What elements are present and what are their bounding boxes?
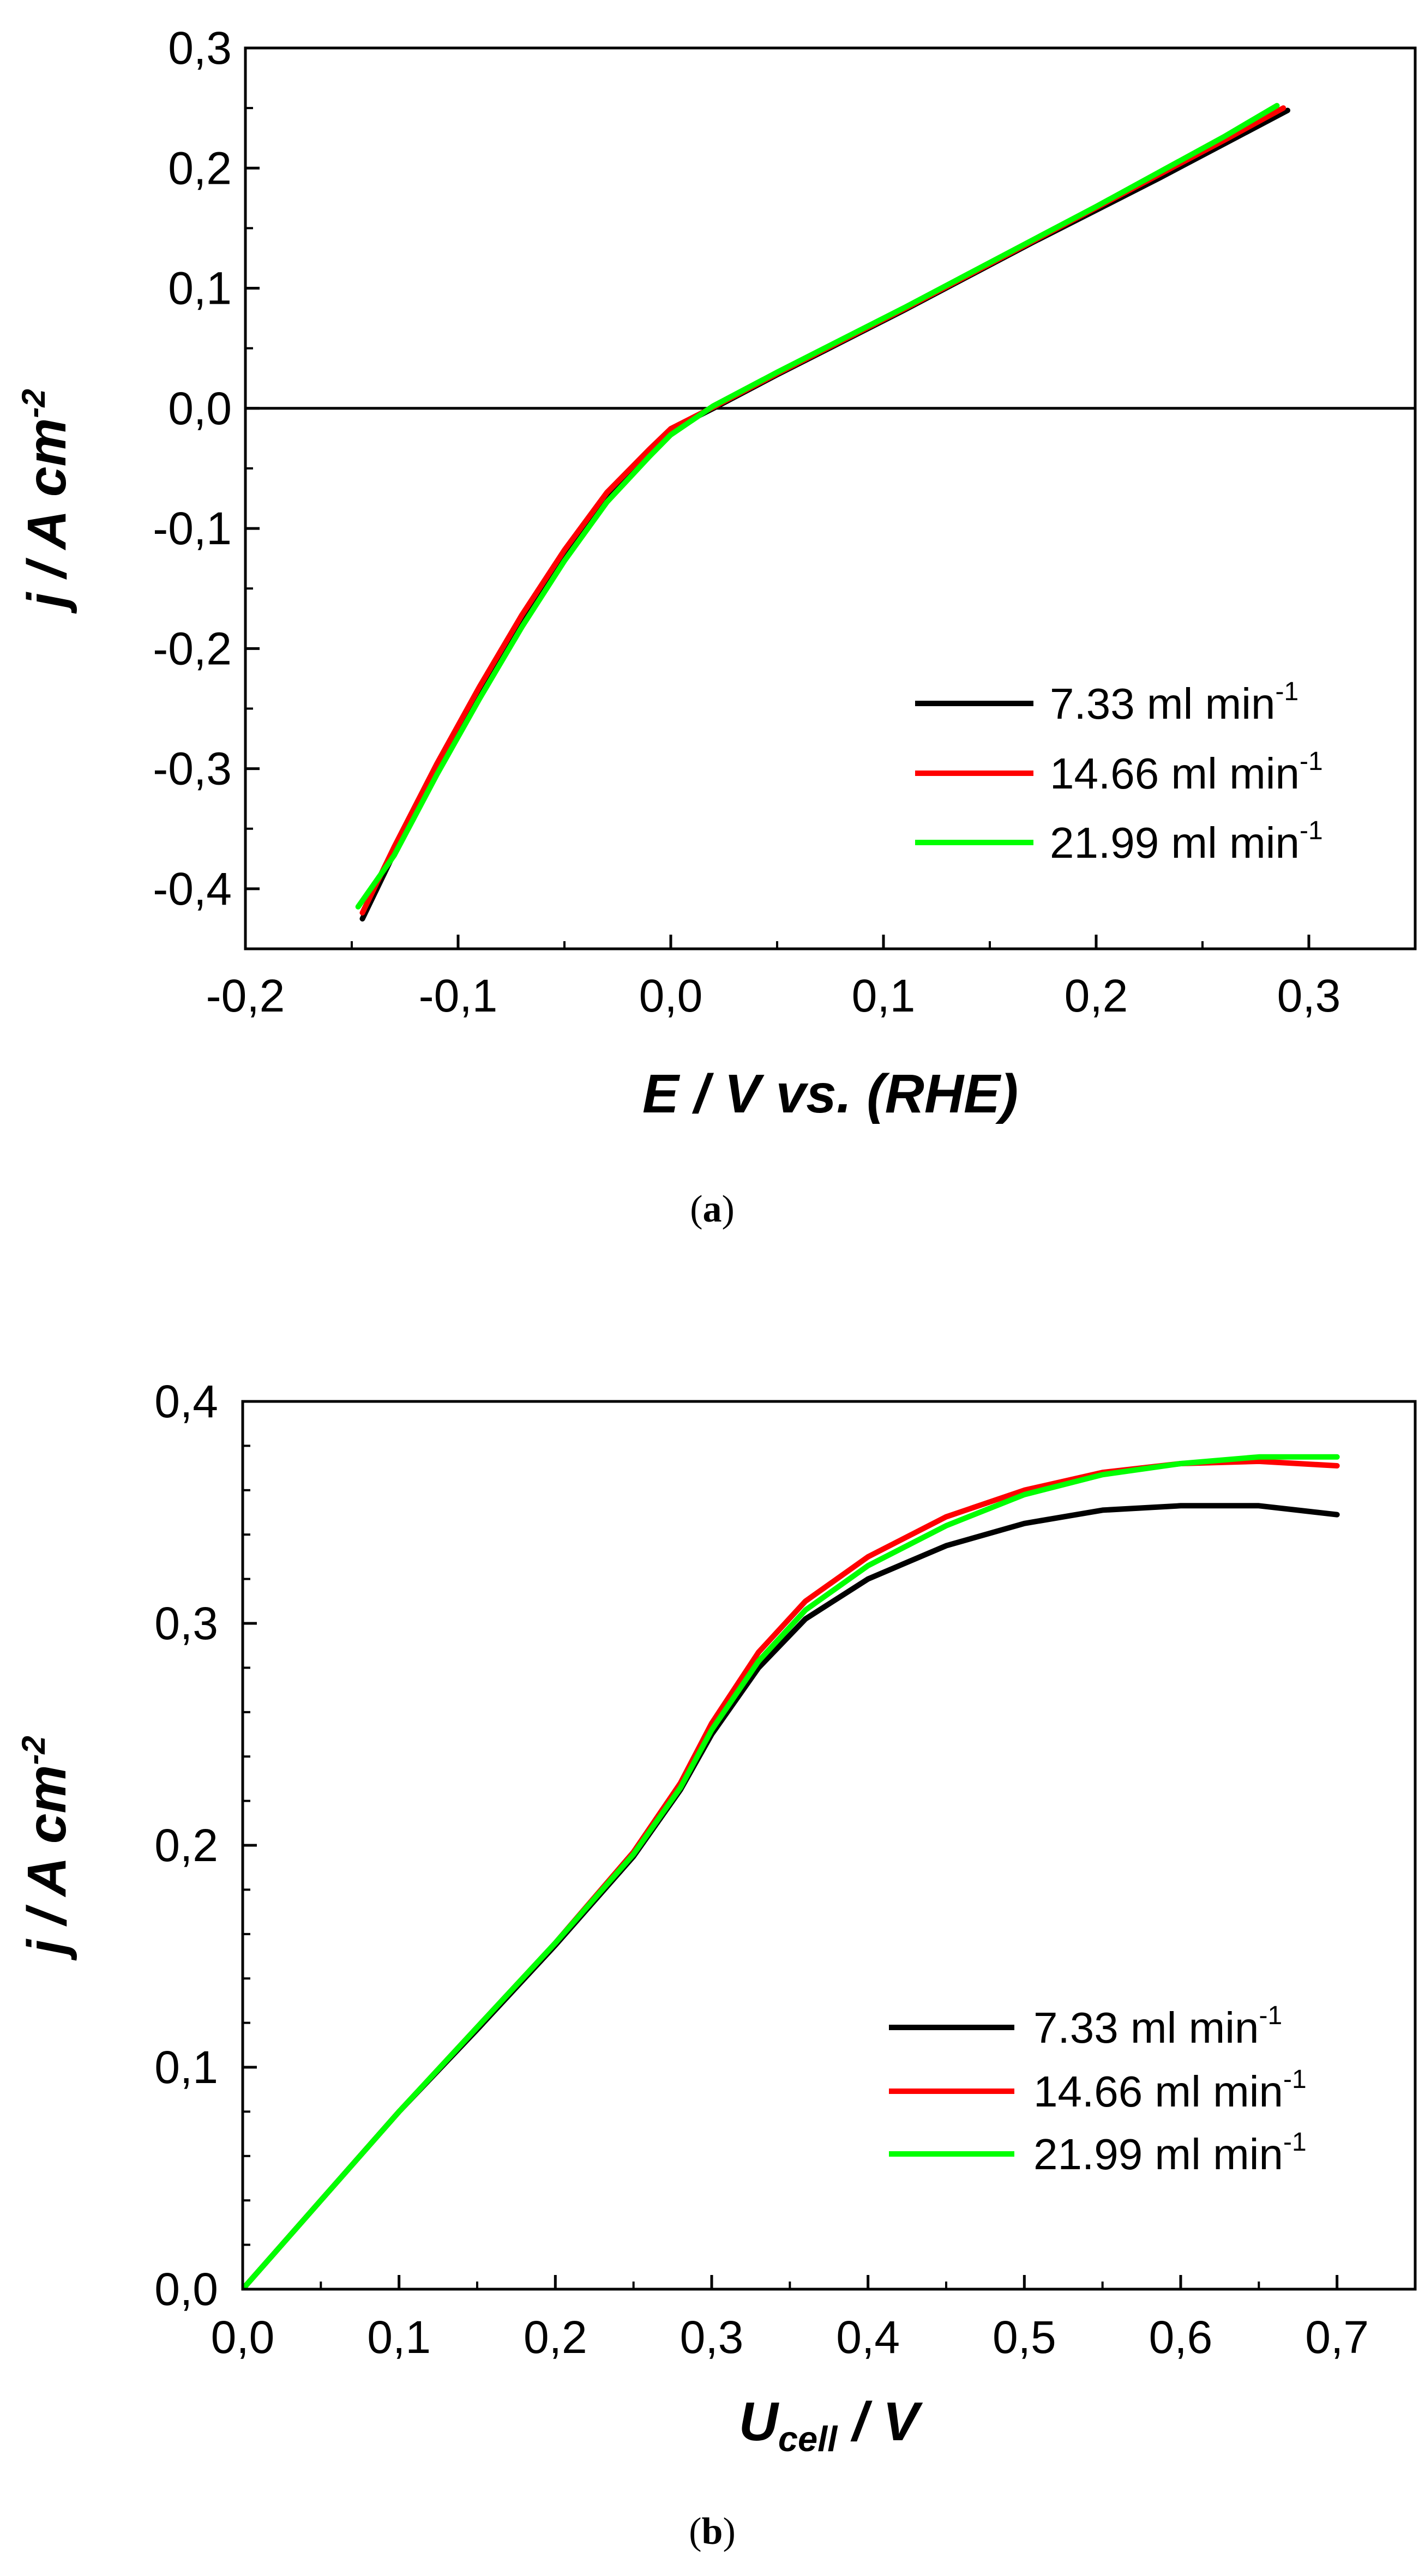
legend-label-2: 14.66 ml min-1 xyxy=(1033,2065,1307,2116)
x-tick-label: 0,4 xyxy=(836,2312,900,2363)
x-tick-label: 0,1 xyxy=(367,2312,431,2363)
x-tick-label: 0,0 xyxy=(639,970,703,1021)
panel-b-chart: 0,0 0,1 0,2 0,3 0,4 0,5 0,6 0,7 0,0 0,1 0,2 0,3 0,4 U… xyxy=(15,1376,1417,2553)
series-line-3 xyxy=(355,103,1280,910)
plot-frame xyxy=(244,46,1417,950)
y-tick-label: 0,4 xyxy=(154,1376,218,1427)
y-tick-label: 0,2 xyxy=(154,1820,218,1871)
legend: 7.33 ml min-1 14.66 ml min-1 21.99 ml min-… xyxy=(915,677,1323,867)
legend-label-2: 14.66 ml min-1 xyxy=(1050,747,1323,798)
x-axis-label: Ucell / V xyxy=(739,2391,923,2459)
legend: 7.33 ml min-1 14.66 ml min-1 21.99 ml min-… xyxy=(889,2001,1307,2178)
y-tick-label: 0,1 xyxy=(168,263,232,314)
panel-a-chart: -0,2 -0,1 0,0 0,1 0,2 0,3 -0,4 -0,3 -0,2 -0,1 0,0 0… xyxy=(15,22,1417,1230)
y-axis-label: j / A cm-2 xyxy=(15,1736,77,1961)
y-tick-label: 0,2 xyxy=(168,142,232,194)
y-tick-label: 0,1 xyxy=(154,2042,218,2093)
series-line-3 xyxy=(243,1454,1340,2289)
x-tick-label: 0,7 xyxy=(1305,2312,1369,2363)
x-axis-label: E / V vs. (RHE) xyxy=(642,1063,1018,1124)
y-tick-label: 0,3 xyxy=(168,22,232,74)
x-tick-label: 0,0 xyxy=(211,2312,275,2363)
x-tick-label: 0,2 xyxy=(524,2312,587,2363)
x-tick-label: -0,2 xyxy=(206,970,285,1021)
y-axis-label: j / A cm-2 xyxy=(15,389,77,614)
legend-label-3: 21.99 ml min-1 xyxy=(1033,2128,1307,2178)
legend-label-3: 21.99 ml min-1 xyxy=(1050,816,1323,867)
y-tick-label: -0,1 xyxy=(153,503,232,554)
x-tick-label: 0,3 xyxy=(680,2312,744,2363)
x-tick-label: 0,6 xyxy=(1149,2312,1213,2363)
y-tick-label: 0,0 xyxy=(154,2264,218,2315)
x-tick-label: 0,5 xyxy=(993,2312,1056,2363)
x-tick-label: -0,1 xyxy=(419,970,498,1021)
y-tick-label: -0,3 xyxy=(153,743,232,795)
x-tick-label: 0,1 xyxy=(852,970,916,1021)
y-tick-label: -0,4 xyxy=(153,863,232,914)
y-tick-label: -0,2 xyxy=(153,623,232,674)
legend-label-1: 7.33 ml min-1 xyxy=(1033,2001,1282,2052)
legend-label-1: 7.33 ml min-1 xyxy=(1050,677,1298,728)
x-tick-label: 0,2 xyxy=(1065,970,1128,1021)
y-tick-label: 0,3 xyxy=(154,1598,218,1649)
panel-caption: (b) xyxy=(689,2511,736,2553)
x-tick-label: 0,3 xyxy=(1277,970,1341,1021)
panel-caption: (a) xyxy=(690,1188,735,1230)
y-tick-label: 0,0 xyxy=(168,383,232,434)
